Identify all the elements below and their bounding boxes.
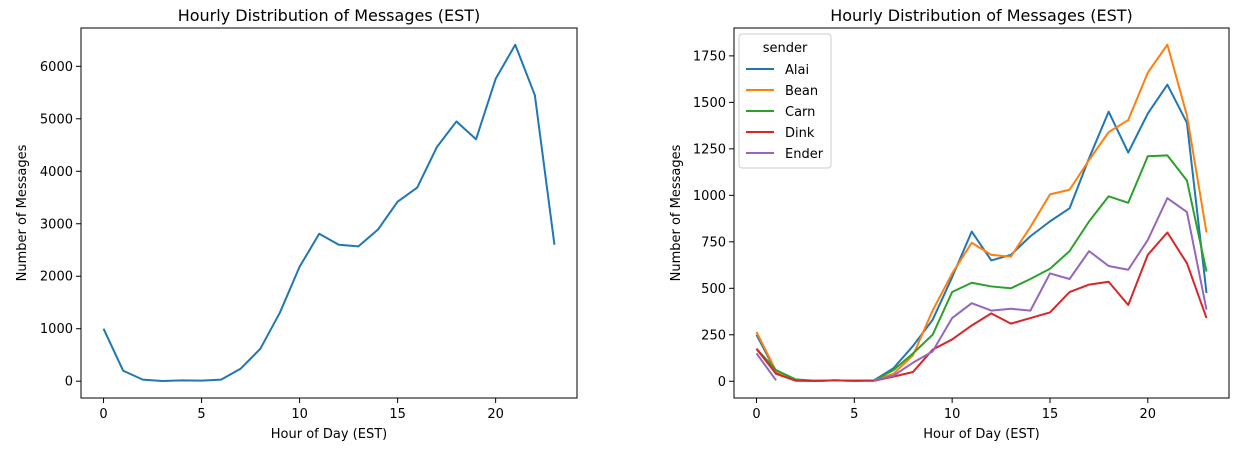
x-axis-ticks: 0 5 10 15 20 — [99, 398, 504, 422]
x-axis-label: Hour of Day (EST) — [271, 427, 387, 442]
legend-label: Alai — [785, 63, 809, 78]
series-lines — [104, 45, 555, 381]
y-tick-label: 5000 — [40, 112, 73, 127]
chart-panel-2: 0 5 10 15 20 0 250 500 750 1000 1250 1500 1750 Hourly… — [669, 6, 1229, 442]
y-tick-label: 4000 — [40, 165, 73, 180]
series-line-ender — [874, 198, 1207, 380]
x-tick-label: 5 — [197, 407, 205, 422]
y-tick-label: 1000 — [40, 322, 73, 337]
y-axis-label: Number of Messages — [669, 144, 684, 281]
legend-label: Ender — [785, 147, 824, 162]
legend-label: Carn — [785, 105, 815, 120]
y-tick-label: 1750 — [693, 49, 726, 64]
legend-label: Dink — [785, 126, 815, 141]
legend-label: Bean — [785, 84, 818, 99]
legend: sender Alai Bean Carn Dink Ender — [739, 34, 831, 168]
plot-area-frame — [81, 28, 577, 398]
x-tick-label: 15 — [1042, 407, 1059, 422]
y-tick-label: 0 — [65, 375, 73, 390]
y-tick-label: 250 — [701, 328, 726, 343]
y-axis-ticks: 0 1000 2000 3000 4000 5000 6000 — [40, 60, 81, 390]
x-tick-label: 20 — [1140, 407, 1157, 422]
y-axis-ticks: 0 250 500 750 1000 1250 1500 1750 — [693, 49, 734, 389]
x-tick-label: 10 — [291, 407, 308, 422]
x-axis-ticks: 0 5 10 15 20 — [752, 398, 1156, 422]
x-tick-label: 0 — [99, 407, 107, 422]
y-tick-label: 750 — [701, 235, 726, 250]
x-tick-label: 15 — [389, 407, 406, 422]
chart-title: Hourly Distribution of Messages (EST) — [830, 6, 1133, 25]
y-tick-label: 1000 — [693, 189, 726, 204]
x-tick-label: 20 — [487, 407, 504, 422]
y-tick-label: 2000 — [40, 270, 73, 285]
x-axis-label: Hour of Day (EST) — [923, 427, 1039, 442]
series-line-series-1 — [104, 45, 555, 381]
chart-title: Hourly Distribution of Messages (EST) — [178, 6, 481, 25]
y-tick-label: 3000 — [40, 217, 73, 232]
series-line-carn — [757, 155, 1207, 380]
chart-panel-1: 0 5 10 15 20 0 1000 2000 3000 4000 5000 6000 Hourly … — [15, 6, 577, 442]
x-tick-label: 10 — [944, 407, 961, 422]
x-tick-label: 5 — [850, 407, 858, 422]
legend-title: sender — [763, 41, 808, 56]
y-tick-label: 1250 — [693, 142, 726, 157]
y-axis-label: Number of Messages — [15, 144, 30, 281]
y-tick-label: 0 — [718, 375, 726, 390]
y-tick-label: 6000 — [40, 60, 73, 75]
y-tick-label: 1500 — [693, 96, 726, 111]
y-tick-label: 500 — [701, 282, 726, 297]
x-tick-label: 0 — [752, 407, 760, 422]
